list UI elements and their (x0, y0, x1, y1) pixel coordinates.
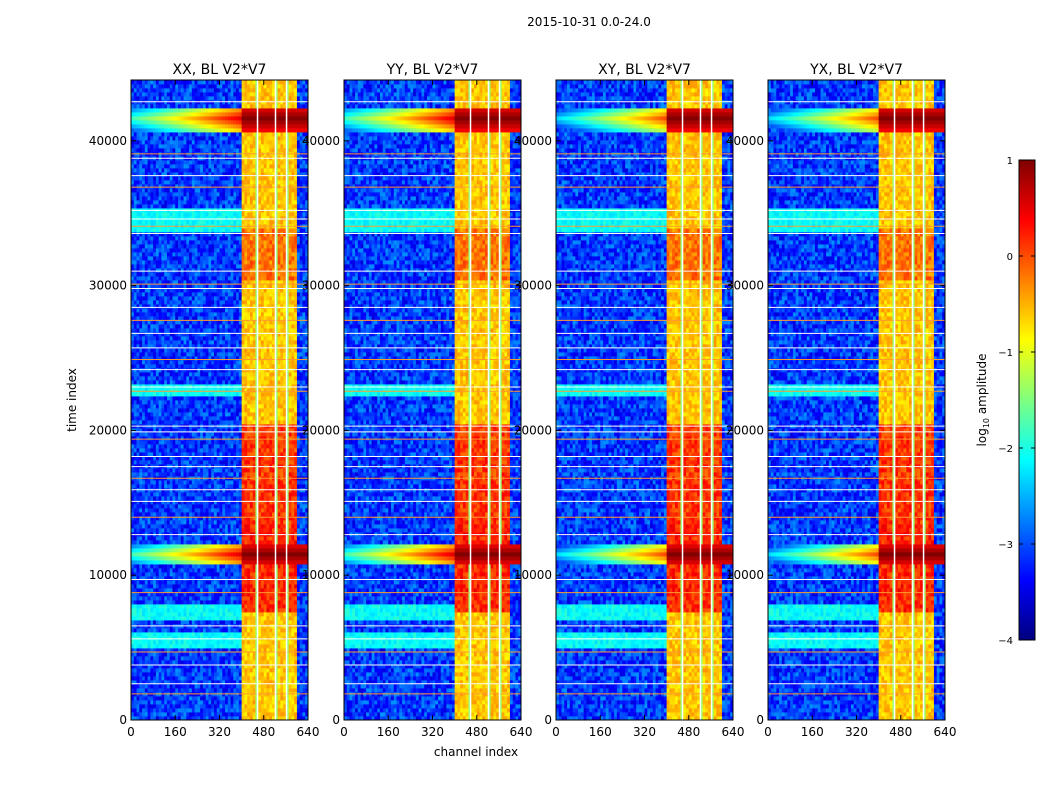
x-tick-label: 0 (127, 725, 135, 739)
y-tick-label: 20000 (514, 423, 552, 437)
x-tick-label: 320 (845, 725, 868, 739)
colorbar-gradient (1018, 159, 1036, 641)
y-tick-label: 0 (756, 713, 764, 727)
panel-title: XX, BL V2*V7 (173, 62, 267, 78)
heatmap-panels: XX, BL V2*V7 0 160 320 480 640 0 10000 20000 3000… (89, 62, 957, 739)
colorbar-tick-label: 0 (1007, 252, 1013, 263)
y-tick-label: 20000 (302, 423, 340, 437)
y-axis-label: time index (65, 368, 79, 432)
y-tick-label: 20000 (726, 423, 764, 437)
colorbar-tick-label: −1 (998, 348, 1013, 359)
x-axis-label: channel index (434, 745, 518, 759)
figure-title: 2015-10-31 0.0-24.0 (527, 15, 651, 29)
colorbar-tick-label: −4 (998, 636, 1013, 647)
colorbar-tick-label: −2 (998, 444, 1013, 455)
y-tick-label: 10000 (302, 568, 340, 582)
x-tick-label: 480 (677, 725, 700, 739)
y-tick-label: 10000 (89, 568, 127, 582)
panel-title: YX, BL V2*V7 (809, 62, 903, 78)
colorbar-label: log10 amplitude (975, 354, 991, 447)
y-tick-label: 10000 (514, 568, 552, 582)
heatmap-cells (131, 80, 308, 720)
y-tick-label: 30000 (89, 279, 127, 293)
x-tick-label: 160 (377, 725, 400, 739)
panel-title: YY, BL V2*V7 (386, 62, 479, 78)
y-tick-label: 10000 (726, 568, 764, 582)
x-tick-label: 160 (801, 725, 824, 739)
y-tick-label: 40000 (302, 134, 340, 148)
colorbar: 1 0 −1 −2 −3 −4 log10 amplitude (975, 156, 1036, 647)
y-tick-label: 40000 (726, 134, 764, 148)
heatmap-cells (556, 80, 733, 720)
y-tick-label: 0 (119, 713, 127, 727)
heatmap-cells (344, 80, 521, 720)
colorbar-tick-label: 1 (1007, 156, 1013, 167)
y-tick-label: 0 (544, 713, 552, 727)
x-tick-label: 640 (722, 725, 745, 739)
panel-title: XY, BL V2*V7 (598, 62, 691, 78)
y-tick-label: 0 (332, 713, 340, 727)
y-tick-label: 30000 (302, 279, 340, 293)
y-tick-label: 20000 (89, 423, 127, 437)
x-tick-label: 640 (510, 725, 533, 739)
x-tick-label: 480 (465, 725, 488, 739)
x-tick-label: 160 (589, 725, 612, 739)
x-tick-label: 160 (164, 725, 187, 739)
y-tick-label: 30000 (726, 279, 764, 293)
heatmap-cells (768, 80, 945, 720)
x-tick-label: 0 (340, 725, 348, 739)
panel-xy: XY, BL V2*V7 0 160 320 480 640 0 10000 20000 3000… (514, 62, 745, 739)
y-tick-label: 40000 (89, 134, 127, 148)
x-tick-label: 320 (633, 725, 656, 739)
x-tick-label: 320 (421, 725, 444, 739)
x-tick-label: 640 (297, 725, 320, 739)
x-tick-label: 320 (208, 725, 231, 739)
x-tick-label: 640 (934, 725, 957, 739)
x-tick-label: 480 (889, 725, 912, 739)
y-tick-label: 40000 (514, 134, 552, 148)
x-tick-label: 480 (252, 725, 275, 739)
panel-xx: XX, BL V2*V7 0 160 320 480 640 0 10000 20000 3000… (89, 62, 320, 739)
panel-yy: YY, BL V2*V7 0 160 320 480 640 0 10000 20000 3000… (302, 62, 533, 739)
panel-yx: YX, BL V2*V7 0 160 320 480 640 0 10000 20000 3000… (726, 62, 957, 739)
x-tick-label: 0 (764, 725, 772, 739)
colorbar-tick-label: −3 (998, 540, 1013, 551)
y-tick-label: 30000 (514, 279, 552, 293)
x-tick-label: 0 (552, 725, 560, 739)
